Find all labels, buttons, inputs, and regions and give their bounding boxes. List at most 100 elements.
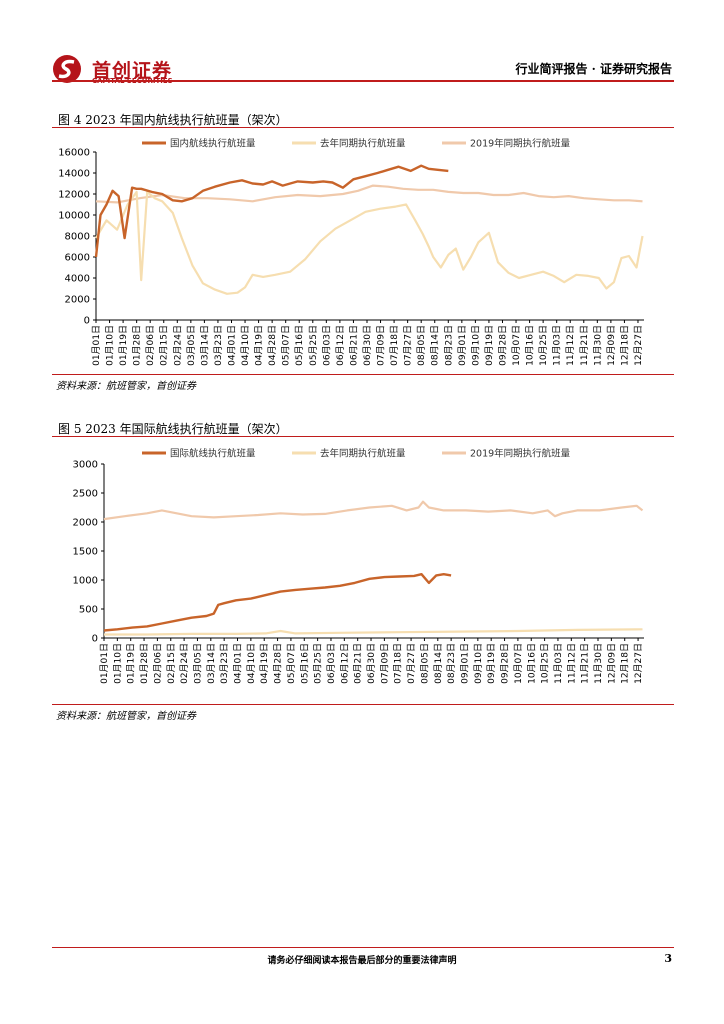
x-tick-label: 03月23日 (213, 325, 224, 366)
x-tick-label: 08月05日 (419, 643, 430, 684)
x-tick-label: 09月28日 (497, 325, 508, 366)
y-tick-label: 1000 (73, 576, 98, 587)
x-tick-label: 05月07日 (286, 643, 297, 684)
x-tick-label: 04月28日 (267, 325, 278, 366)
x-tick-label: 06月30日 (362, 325, 373, 366)
y-tick-label: 4000 (65, 274, 90, 285)
x-tick-label: 11月21日 (580, 643, 591, 684)
x-tick-label: 01月19日 (126, 643, 137, 684)
x-tick-label: 05月16日 (299, 643, 310, 684)
header-divider (52, 80, 674, 82)
y-tick-label: 500 (79, 605, 98, 616)
x-tick-label: 04月28日 (273, 643, 284, 684)
company-logo-text: 首创证券 (92, 60, 173, 82)
x-tick-label: 12月27日 (633, 325, 644, 366)
x-tick-label: 06月03日 (326, 643, 337, 684)
x-tick-label: 01月28日 (139, 643, 150, 684)
x-tick-label: 08月14日 (430, 325, 441, 366)
series-line-2 (103, 500, 644, 521)
y-tick-label: 1500 (73, 547, 98, 558)
x-tick-label: 08月05日 (416, 325, 427, 366)
x-tick-label: 10月16日 (526, 643, 537, 684)
figure-5-title: 图 5 2023 年国际航线执行航班量（架次） (58, 422, 288, 436)
y-tick-label: 3000 (73, 460, 98, 471)
y-tick-label: 8000 (65, 232, 90, 243)
x-tick-label: 03月14日 (199, 325, 210, 366)
x-tick-label: 03月05日 (186, 325, 197, 366)
x-tick-label: 03月23日 (219, 643, 230, 684)
figure-4-source: 资料来源：航班管家，首创证券 (56, 381, 196, 392)
x-tick-label: 10月07日 (513, 643, 524, 684)
x-tick-label: 06月21日 (348, 325, 359, 366)
x-tick-label: 04月01日 (226, 325, 237, 366)
x-tick-label: 02月24日 (179, 643, 190, 684)
x-tick-label: 07月09日 (379, 643, 390, 684)
x-tick-label: 06月21日 (353, 643, 364, 684)
legend-label-1: 去年同期执行航班量 (320, 138, 406, 150)
x-tick-label: 08月14日 (433, 643, 444, 684)
x-tick-label: 08月23日 (443, 325, 454, 366)
x-tick-label: 01月10日 (105, 325, 116, 366)
x-tick-label: 11月03日 (553, 643, 564, 684)
x-tick-label: 04月19日 (254, 325, 265, 366)
x-tick-label: 06月12日 (335, 325, 346, 366)
legend-label-0: 国内航线执行航班量 (170, 138, 256, 150)
series-line-0 (103, 572, 452, 632)
x-tick-label: 07月18日 (389, 325, 400, 366)
y-tick-label: 0 (92, 634, 98, 645)
international-flights-chart: 0 500 1000 1500 2000 2500 3000 01月01日 01月10日 01月1… (73, 448, 645, 684)
footer-divider (52, 947, 674, 948)
x-tick-label: 02月06日 (145, 325, 156, 366)
series-line-2 (95, 184, 643, 204)
x-tick-label: 10月07日 (511, 325, 522, 366)
x-tick-label: 05月25日 (308, 325, 319, 366)
x-tick-label: 05月16日 (294, 325, 305, 366)
x-tick-label: 11月21日 (579, 325, 590, 366)
legend-label-2: 2019年同期执行航班量 (470, 138, 571, 150)
y-tick-label: 6000 (65, 253, 90, 264)
x-tick-label: 07月09日 (376, 325, 387, 366)
x-tick-label: 12月18日 (619, 325, 630, 366)
x-tick-label: 09月01日 (457, 325, 468, 366)
series-line-0 (94, 164, 449, 258)
figure-4-title: 图 4 2023 年国内航线执行航班量（架次） (58, 113, 288, 127)
y-tick-label: 12000 (58, 190, 90, 201)
x-tick-label: 11月30日 (592, 325, 603, 366)
x-tick-label: 09月10日 (473, 643, 484, 684)
document-type: 行业简评报告 · 证券研究报告 (515, 62, 672, 76)
y-tick-label: 10000 (58, 211, 90, 222)
x-tick-label: 09月01日 (459, 643, 470, 684)
legend-label-1: 去年同期执行航班量 (320, 448, 406, 460)
x-tick-label: 01月01日 (91, 325, 102, 366)
legend-label-2: 2019年同期执行航班量 (470, 448, 571, 460)
legend-label-0: 国际航线执行航班量 (170, 448, 256, 460)
y-tick-label: 2000 (65, 295, 90, 306)
x-tick-label: 09月19日 (486, 643, 497, 684)
x-tick-label: 06月30日 (366, 643, 377, 684)
x-tick-label: 10月25日 (538, 325, 549, 366)
x-tick-label: 01月01日 (99, 643, 110, 684)
figure-5-source: 资料来源：航班管家，首创证券 (56, 711, 196, 722)
footer-disclaimer: 请务必仔细阅读本报告最后部分的重要法律声明 (267, 956, 457, 966)
figure-5-title-rule (52, 436, 674, 437)
x-tick-label: 05月25日 (313, 643, 324, 684)
x-tick-label: 03月05日 (192, 643, 203, 684)
y-tick-label: 2000 (73, 518, 98, 529)
x-tick-label: 02月06日 (152, 643, 163, 684)
x-tick-label: 06月12日 (339, 643, 350, 684)
x-tick-label: 06月03日 (321, 325, 332, 366)
x-tick-label: 12月09日 (606, 643, 617, 684)
y-tick-label: 2500 (73, 489, 98, 500)
x-tick-label: 04月01日 (233, 643, 244, 684)
x-tick-label: 08月23日 (446, 643, 457, 684)
x-tick-label: 10月25日 (540, 643, 551, 684)
figure-4-title-rule (52, 127, 674, 128)
x-tick-label: 12月18日 (620, 643, 631, 684)
x-tick-label: 05月07日 (281, 325, 292, 366)
x-tick-label: 12月09日 (606, 325, 617, 366)
page-number: 3 (664, 952, 672, 965)
x-tick-label: 01月10日 (112, 643, 123, 684)
y-tick-label: 14000 (58, 169, 90, 180)
x-tick-label: 09月28日 (500, 643, 511, 684)
x-tick-label: 04月10日 (246, 643, 257, 684)
